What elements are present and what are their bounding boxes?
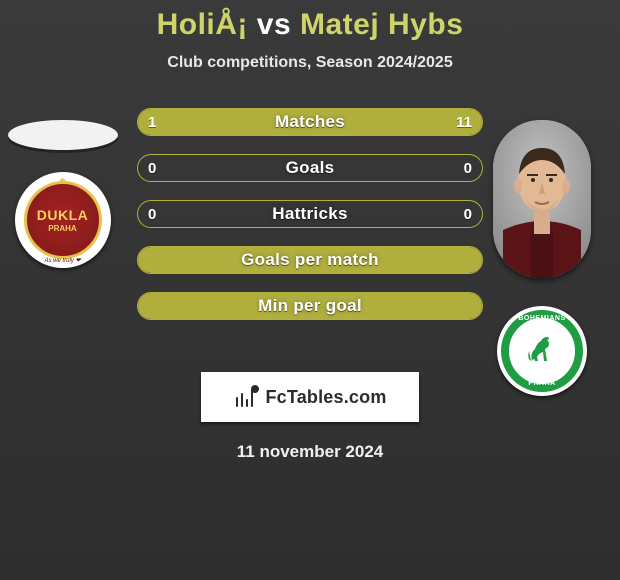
- brand-text: FcTables.com: [265, 387, 386, 408]
- title-vs: vs: [257, 8, 291, 41]
- stat-bar-row: 111Matches: [137, 108, 483, 136]
- bar-label: Matches: [275, 112, 345, 132]
- crest-bohemians-bot: PRAHA: [528, 380, 555, 387]
- title-player1: HoliÅ¡: [157, 8, 248, 41]
- stat-bar-row: Goals per match: [137, 246, 483, 274]
- title-player2: Matej Hybs: [300, 8, 463, 41]
- bar-label: Min per goal: [258, 296, 362, 316]
- bar-right-value: 0: [464, 160, 472, 177]
- bar-label: Goals per match: [241, 250, 379, 270]
- bar-label: Goals: [286, 158, 335, 178]
- stat-bar-row: 0 0 Goals: [137, 154, 483, 182]
- stats-content: 111Matches00Goals00HattricksGoals per ma…: [0, 108, 620, 320]
- bar-label: Hattricks: [272, 204, 347, 224]
- crest-bohemians-ring: BOHEMIANS PRAHA: [501, 310, 583, 392]
- date-line: 11 november 2024: [0, 442, 620, 462]
- kangaroo-icon: [525, 331, 559, 371]
- brand-box: FcTables.com: [201, 372, 419, 422]
- bar-right-value: 0: [464, 206, 472, 223]
- subtitle: Club competitions, Season 2024/2025: [0, 54, 620, 72]
- stat-bar-row: 0 0 Hattricks: [137, 200, 483, 228]
- bar-left-value: 0: [148, 206, 156, 223]
- stat-bar-row: Min per goal: [137, 292, 483, 320]
- header: HoliÅ¡ vs Matej Hybs Club competitions, …: [0, 0, 620, 72]
- stat-bars: 111Matches00Goals00HattricksGoals per ma…: [137, 108, 483, 320]
- bar-left-value: 0: [148, 160, 156, 177]
- page-title: HoliÅ¡ vs Matej Hybs: [0, 8, 620, 42]
- bar-left-value: 1: [148, 114, 156, 131]
- brand-logo-icon: [233, 384, 259, 410]
- bar-right-value: 11: [456, 114, 472, 131]
